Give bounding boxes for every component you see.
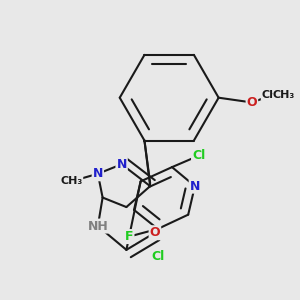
- Text: N: N: [93, 167, 103, 180]
- Text: CH₃: CH₃: [60, 176, 82, 186]
- Text: CH₃: CH₃: [262, 90, 284, 100]
- Text: Cl: Cl: [151, 250, 164, 263]
- Text: N: N: [190, 180, 200, 193]
- Text: NH: NH: [88, 220, 108, 232]
- Text: O: O: [247, 96, 257, 109]
- Text: CH₃: CH₃: [273, 90, 295, 100]
- Text: F: F: [125, 230, 134, 243]
- Text: N: N: [116, 158, 127, 171]
- Text: Cl: Cl: [192, 149, 205, 162]
- Text: O: O: [150, 226, 160, 239]
